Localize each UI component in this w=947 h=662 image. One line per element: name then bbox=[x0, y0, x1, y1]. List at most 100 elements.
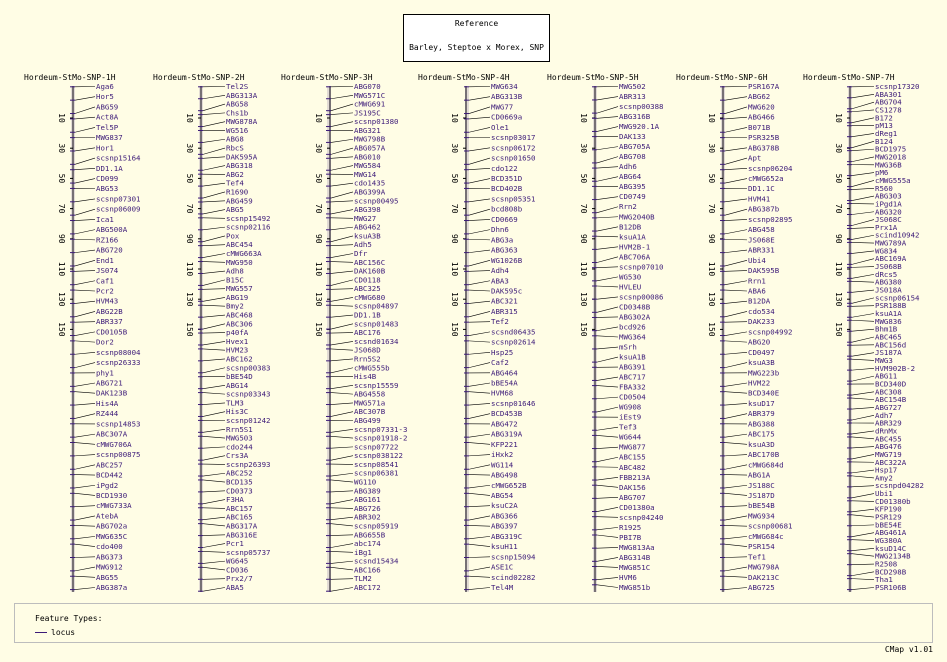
locus-label[interactable]: PSR154 bbox=[748, 542, 775, 551]
locus-label[interactable]: MWG620 bbox=[748, 102, 775, 111]
locus-label[interactable]: Prx2/7 bbox=[226, 574, 253, 583]
locus-label[interactable]: B071B bbox=[748, 123, 771, 132]
locus-label[interactable]: PSR129 bbox=[875, 513, 902, 522]
locus-label[interactable]: JS074 bbox=[96, 266, 119, 275]
locus-label[interactable]: ABR315 bbox=[491, 307, 518, 316]
locus-label[interactable]: Tef3 bbox=[619, 423, 637, 432]
locus-label[interactable]: cMWG652B bbox=[491, 481, 527, 490]
locus-label[interactable]: JS018A bbox=[875, 286, 902, 295]
locus-label[interactable]: MWG851b bbox=[619, 583, 651, 592]
locus-label[interactable]: scsnp00875 bbox=[96, 450, 141, 459]
locus-label[interactable]: DAK595A bbox=[226, 152, 258, 161]
locus-label[interactable]: MWG912 bbox=[96, 563, 123, 572]
locus-label[interactable]: ABC465 bbox=[875, 333, 902, 342]
locus-label[interactable]: Adh7 bbox=[875, 411, 893, 420]
locus-label[interactable]: MWG798B bbox=[354, 135, 386, 144]
locus-label[interactable]: Bhm1B bbox=[875, 325, 898, 334]
locus-label[interactable]: PSR188B bbox=[875, 301, 907, 310]
locus-label[interactable]: Rrn1 bbox=[748, 276, 766, 285]
locus-label[interactable]: WG645 bbox=[226, 557, 248, 566]
locus-label[interactable]: ABC482 bbox=[619, 463, 646, 472]
locus-label[interactable]: ABR337 bbox=[96, 317, 123, 326]
locus-label[interactable]: R1925 bbox=[619, 523, 641, 532]
locus-label[interactable]: scsnp06172 bbox=[491, 143, 536, 152]
locus-label[interactable]: ABR329 bbox=[875, 419, 902, 428]
locus-label[interactable]: ABR331 bbox=[748, 246, 775, 255]
locus-label[interactable]: iBg1 bbox=[354, 548, 372, 557]
locus-label[interactable]: MWG571a bbox=[354, 398, 385, 407]
locus-label[interactable]: ABC322A bbox=[875, 458, 907, 467]
locus-label[interactable]: Rrn5S2 bbox=[354, 354, 381, 363]
locus-label[interactable]: scsnp02614 bbox=[491, 338, 536, 347]
locus-label[interactable]: CD01380b bbox=[875, 497, 911, 506]
locus-label[interactable]: ABC155 bbox=[619, 453, 646, 462]
locus-label[interactable]: ABG707 bbox=[619, 493, 646, 502]
locus-label[interactable]: WG1026B bbox=[491, 256, 523, 265]
locus-label[interactable]: MWG878A bbox=[226, 117, 258, 126]
locus-label[interactable]: cdo1435 bbox=[354, 179, 385, 188]
locus-label[interactable]: ABG363 bbox=[491, 246, 518, 255]
locus-label[interactable]: ABG399A bbox=[354, 187, 386, 196]
locus-label[interactable]: cMWG680 bbox=[354, 293, 385, 302]
locus-label[interactable]: HVM41 bbox=[748, 194, 770, 203]
locus-label[interactable]: F3HA bbox=[226, 495, 244, 504]
locus-label[interactable]: ABG500A bbox=[96, 225, 128, 234]
locus-label[interactable]: ksuH11 bbox=[491, 542, 518, 551]
locus-label[interactable]: ABG655B bbox=[354, 530, 386, 539]
locus-label[interactable]: ABG705A bbox=[619, 142, 651, 151]
locus-label[interactable]: BCD135 bbox=[226, 478, 253, 487]
locus-label[interactable]: Hsp25 bbox=[491, 348, 513, 357]
locus-label[interactable]: scsnp15559 bbox=[354, 381, 399, 390]
locus-label[interactable]: Tha1 bbox=[875, 575, 893, 584]
locus-label[interactable]: ABA5 bbox=[226, 583, 244, 592]
locus-label[interactable]: ABG476 bbox=[875, 442, 902, 451]
locus-label[interactable]: scsnp07010 bbox=[619, 262, 664, 271]
locus-label[interactable]: scsnpd04282 bbox=[875, 481, 924, 490]
locus-label[interactable]: ABG057A bbox=[354, 144, 386, 153]
locus-label[interactable]: bBE54D bbox=[226, 372, 253, 381]
locus-label[interactable]: KFP221 bbox=[491, 440, 518, 449]
locus-label[interactable]: scsnp03343 bbox=[226, 390, 271, 399]
locus-label[interactable]: cMWG733A bbox=[96, 501, 132, 510]
locus-label[interactable]: AtebA bbox=[96, 511, 119, 520]
locus-label[interactable]: BCD442 bbox=[96, 471, 123, 480]
locus-label[interactable]: ABC172 bbox=[354, 583, 381, 592]
locus-label[interactable]: CD0504 bbox=[619, 393, 646, 402]
locus-label[interactable]: ABC166 bbox=[354, 565, 381, 574]
locus-label[interactable]: scsnd15434 bbox=[354, 557, 399, 566]
locus-label[interactable]: ABG466 bbox=[748, 113, 775, 122]
locus-label[interactable]: B172 bbox=[875, 113, 893, 122]
locus-label[interactable]: ABC307A bbox=[96, 430, 128, 439]
locus-label[interactable]: ABC162 bbox=[226, 354, 253, 363]
locus-label[interactable]: MWG920.1A bbox=[619, 122, 660, 131]
locus-label[interactable]: CD0497 bbox=[748, 348, 775, 357]
locus-label[interactable]: B12DB bbox=[619, 222, 642, 231]
locus-label[interactable]: His4A bbox=[96, 399, 119, 408]
locus-label[interactable]: ABG8 bbox=[226, 135, 244, 144]
locus-label[interactable]: MWG502 bbox=[619, 82, 646, 91]
locus-label[interactable]: Tef1 bbox=[748, 552, 766, 561]
locus-label[interactable]: JS068D bbox=[354, 346, 381, 355]
locus-label[interactable]: ABA3 bbox=[491, 276, 509, 285]
locus-label[interactable]: Adh6 bbox=[619, 162, 637, 171]
map-title[interactable]: Hordeum-StMo-SNP-4H bbox=[418, 73, 510, 82]
locus-label[interactable]: ABG391 bbox=[619, 363, 646, 372]
locus-label[interactable]: scsnp01380 bbox=[354, 117, 399, 126]
locus-label[interactable]: TLM3 bbox=[226, 398, 244, 407]
locus-label[interactable]: DAK213C bbox=[748, 573, 779, 582]
locus-label[interactable]: BCD453B bbox=[491, 409, 523, 418]
locus-label[interactable]: Act8A bbox=[96, 113, 119, 122]
locus-label[interactable]: Caf2 bbox=[491, 358, 509, 367]
locus-label[interactable]: MWG571C bbox=[354, 91, 385, 100]
locus-label[interactable]: R1690 bbox=[226, 187, 248, 196]
locus-label[interactable]: ABG319C bbox=[491, 532, 522, 541]
map-title[interactable]: Hordeum-StMo-SNP-1H bbox=[24, 73, 116, 82]
locus-label[interactable]: ABG389 bbox=[354, 486, 381, 495]
locus-label[interactable]: Hsp17 bbox=[875, 466, 897, 475]
locus-label[interactable]: phy1 bbox=[96, 368, 114, 377]
locus-label[interactable]: scsnp01918-2 bbox=[354, 434, 407, 443]
locus-label[interactable]: dRcs5 bbox=[875, 270, 897, 279]
locus-label[interactable]: ABG472 bbox=[491, 419, 518, 428]
locus-label[interactable]: End1 bbox=[96, 256, 114, 265]
locus-label[interactable]: scsnp15492 bbox=[226, 214, 271, 223]
